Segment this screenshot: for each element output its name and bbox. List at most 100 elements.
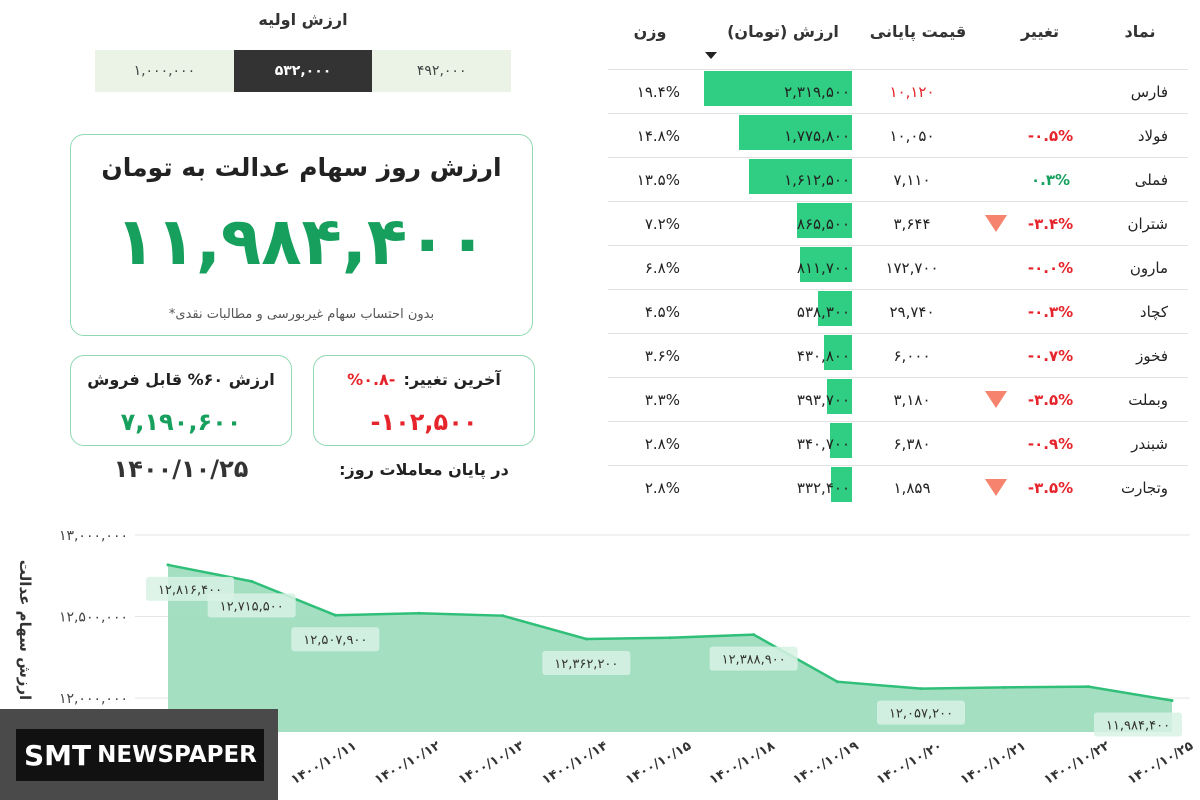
table-row[interactable]: وبملت -۳.۵% ۳,۱۸۰ ۳۹۳,۷۰۰ ۳.۳% bbox=[608, 377, 1188, 421]
data-point bbox=[668, 636, 672, 640]
data-label-box bbox=[542, 650, 631, 675]
cell-value: ۸۱۱,۷۰۰ bbox=[796, 259, 850, 277]
value-bar bbox=[800, 247, 852, 282]
table-row[interactable]: فخوز -۰.۷% ۶,۰۰۰ ۴۳۰,۸۰۰ ۳.۶% bbox=[608, 333, 1188, 377]
table-row[interactable]: فارس ۱۰,۱۲۰ ۲,۳۱۹,۵۰۰ ۱۹.۴% bbox=[608, 69, 1188, 113]
down-triangle-icon bbox=[985, 391, 1007, 408]
cell-price: ۳,۱۸۰ bbox=[893, 391, 931, 409]
header-weight[interactable]: وزن bbox=[633, 22, 667, 41]
table-row[interactable]: مارون -۰.۰% ۱۷۲,۷۰۰ ۸۱۱,۷۰۰ ۶.۸% bbox=[608, 245, 1188, 289]
last-change-value: -۱۰۲,۵۰۰ bbox=[370, 408, 478, 436]
data-label-box bbox=[207, 593, 296, 618]
cell-price: ۲۹,۷۴۰ bbox=[889, 303, 935, 321]
last-change-card: آخرین تغییر: -۰.۸% -۱۰۲,۵۰۰ bbox=[313, 355, 535, 446]
cell-price: ۱۷۲,۷۰۰ bbox=[885, 259, 939, 277]
cell-change: -۰.۷% bbox=[1027, 347, 1074, 365]
value-bar bbox=[818, 291, 852, 326]
cell-weight: ۱۹.۴% bbox=[636, 83, 680, 101]
main-value-note: *بدون احتساب سهام غیربورسی و مطالبات نقد… bbox=[168, 307, 435, 322]
cell-weight: ۱۴.۸% bbox=[636, 127, 680, 145]
cell-price: ۱۰,۱۲۰ bbox=[889, 83, 935, 101]
table-row[interactable]: شتران -۳.۴% ۳,۶۴۴ ۸۶۵,۵۰۰ ۷.۲% bbox=[608, 201, 1188, 245]
last-change-title: آخرین تغییر: bbox=[403, 370, 501, 389]
last-change-header: آخرین تغییر: -۰.۸% bbox=[314, 370, 534, 389]
table-row[interactable]: وتجارت -۳.۵% ۱,۸۵۹ ۳۳۲,۴۰۰ ۲.۸% bbox=[608, 465, 1188, 509]
table-row[interactable]: کچاد -۰.۳% ۲۹,۷۴۰ ۵۳۸,۳۰۰ ۴.۵% bbox=[608, 289, 1188, 333]
down-triangle-icon bbox=[985, 479, 1007, 496]
cell-weight: ۴.۵% bbox=[644, 303, 680, 321]
logo-part1: SMT bbox=[24, 738, 92, 772]
down-triangle-icon bbox=[985, 215, 1007, 232]
cell-price: ۷,۱۱۰ bbox=[893, 171, 931, 189]
x-tick-label: ۱۴۰۰/۱۰/۱۹ bbox=[791, 738, 862, 788]
data-label: ۱۱,۹۸۴,۴۰۰ bbox=[1106, 719, 1170, 734]
header-symbol[interactable]: نماد bbox=[1124, 22, 1156, 41]
cell-weight: ۷.۲% bbox=[644, 215, 680, 233]
cell-change: -۰.۰% bbox=[1027, 259, 1074, 277]
cell-value: ۸۶۵,۵۰۰ bbox=[796, 215, 850, 233]
series-area bbox=[168, 564, 1172, 732]
cell-value: ۳۴۰,۷۰۰ bbox=[796, 435, 850, 453]
cell-symbol: فارس bbox=[1130, 83, 1168, 101]
initial-option-492000[interactable]: ۴۹۲,۰۰۰ bbox=[372, 50, 512, 92]
cell-weight: ۳.۶% bbox=[644, 347, 680, 365]
header-price[interactable]: قیمت پایانی bbox=[869, 22, 967, 41]
table-row[interactable]: شبندر -۰.۹% ۶,۳۸۰ ۳۴۰,۷۰۰ ۲.۸% bbox=[608, 421, 1188, 465]
data-point bbox=[333, 613, 337, 617]
x-tick-label: ۱۴۰۰/۱۰/۱۸ bbox=[707, 738, 778, 788]
cell-weight: ۲.۸% bbox=[644, 435, 680, 453]
x-tick-label: ۱۴۰۰/۱۰/۲۲ bbox=[1042, 738, 1113, 788]
cell-change: -۰.۵% bbox=[1027, 127, 1074, 145]
table-row[interactable]: فولاد -۰.۵% ۱۰,۰۵۰ ۱,۷۷۵,۸۰۰ ۱۴.۸% bbox=[608, 113, 1188, 157]
sellable-title: ارزش ۶۰% قابل فروش bbox=[87, 370, 275, 389]
value-bar bbox=[827, 379, 852, 414]
cell-value: ۴۳۰,۸۰۰ bbox=[796, 347, 850, 365]
x-tick-label: ۱۴۰۰/۱۰/۱۱ bbox=[289, 738, 360, 787]
date-label: در پایان معاملات روز: bbox=[339, 460, 509, 479]
value-bar bbox=[797, 203, 852, 238]
cell-price: ۱۰,۰۵۰ bbox=[889, 127, 935, 145]
x-tick-label: ۱۴۰۰/۱۰/۱۲ bbox=[372, 738, 443, 788]
table-row[interactable]: فملی ۰.۳% ۷,۱۱۰ ۱,۶۱۲,۵۰۰ ۱۳.۵% bbox=[608, 157, 1188, 201]
last-change-percent: -۰.۸% bbox=[347, 370, 396, 389]
y-axis-title: ارزش سهام عدالت bbox=[16, 560, 34, 700]
data-point bbox=[1086, 685, 1090, 689]
cell-value: ۱,۷۷۵,۸۰۰ bbox=[784, 127, 850, 145]
header-change[interactable]: تغییر bbox=[1020, 22, 1060, 41]
header-value[interactable]: ارزش (تومان) bbox=[727, 22, 839, 41]
cell-weight: ۳.۳% bbox=[644, 391, 680, 409]
cell-symbol: شبندر bbox=[1131, 435, 1168, 453]
logo-part2: NEWSPAPER bbox=[97, 742, 257, 768]
data-point bbox=[417, 611, 421, 615]
cell-price: ۳,۶۴۴ bbox=[893, 215, 931, 233]
cell-change bbox=[1008, 70, 1093, 114]
x-tick-label: ۱۴۰۰/۱۰/۱۴ bbox=[540, 738, 611, 788]
data-label-box bbox=[1094, 712, 1182, 737]
cell-change: -۰.۹% bbox=[1027, 435, 1074, 453]
sellable-value: ۷,۱۹۰,۶۰۰ bbox=[120, 408, 242, 436]
data-point bbox=[752, 633, 756, 637]
initial-option-532000[interactable]: ۵۳۲,۰۰۰ bbox=[233, 50, 373, 92]
cell-value: ۱,۶۱۲,۵۰۰ bbox=[784, 171, 850, 189]
cell-value: ۳۳۲,۴۰۰ bbox=[796, 479, 850, 497]
cell-symbol: کچاد bbox=[1139, 303, 1168, 321]
main-value-title: ارزش روز سهام عدالت به تومان bbox=[101, 153, 502, 182]
main-value: ۱۱,۹۸۴,۴۰۰ bbox=[115, 203, 488, 280]
x-tick-label: ۱۴۰۰/۱۰/۲۰ bbox=[874, 738, 945, 787]
initial-value-title: ارزش اولیه bbox=[258, 10, 348, 29]
data-point bbox=[1170, 699, 1174, 703]
data-point bbox=[501, 614, 505, 618]
y-tick-label: ۱۳,۰۰۰,۰۰۰ bbox=[59, 528, 128, 544]
data-point bbox=[584, 637, 588, 641]
data-label: ۱۲,۷۱۵,۵۰۰ bbox=[220, 599, 284, 614]
initial-value-selector: ۱,۰۰۰,۰۰۰ ۵۳۲,۰۰۰ ۴۹۲,۰۰۰ bbox=[95, 50, 512, 92]
value-bar bbox=[830, 423, 852, 458]
cell-value: ۲,۳۱۹,۵۰۰ bbox=[784, 83, 850, 101]
data-label-box bbox=[877, 700, 965, 725]
data-point bbox=[250, 579, 254, 583]
y-tick-label: ۱۲,۰۰۰,۰۰۰ bbox=[59, 691, 128, 707]
cell-symbol: فملی bbox=[1134, 171, 1168, 189]
initial-option-1000000[interactable]: ۱,۰۰۰,۰۰۰ bbox=[95, 50, 234, 92]
x-tick-label: ۱۴۰۰/۱۰/۱۵ bbox=[623, 738, 694, 788]
date-value: ۱۴۰۰/۱۰/۲۵ bbox=[113, 455, 249, 483]
